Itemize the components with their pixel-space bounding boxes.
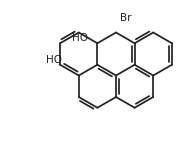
Text: Br: Br xyxy=(120,13,132,23)
Text: HO: HO xyxy=(46,55,62,65)
Text: HO: HO xyxy=(72,33,88,43)
